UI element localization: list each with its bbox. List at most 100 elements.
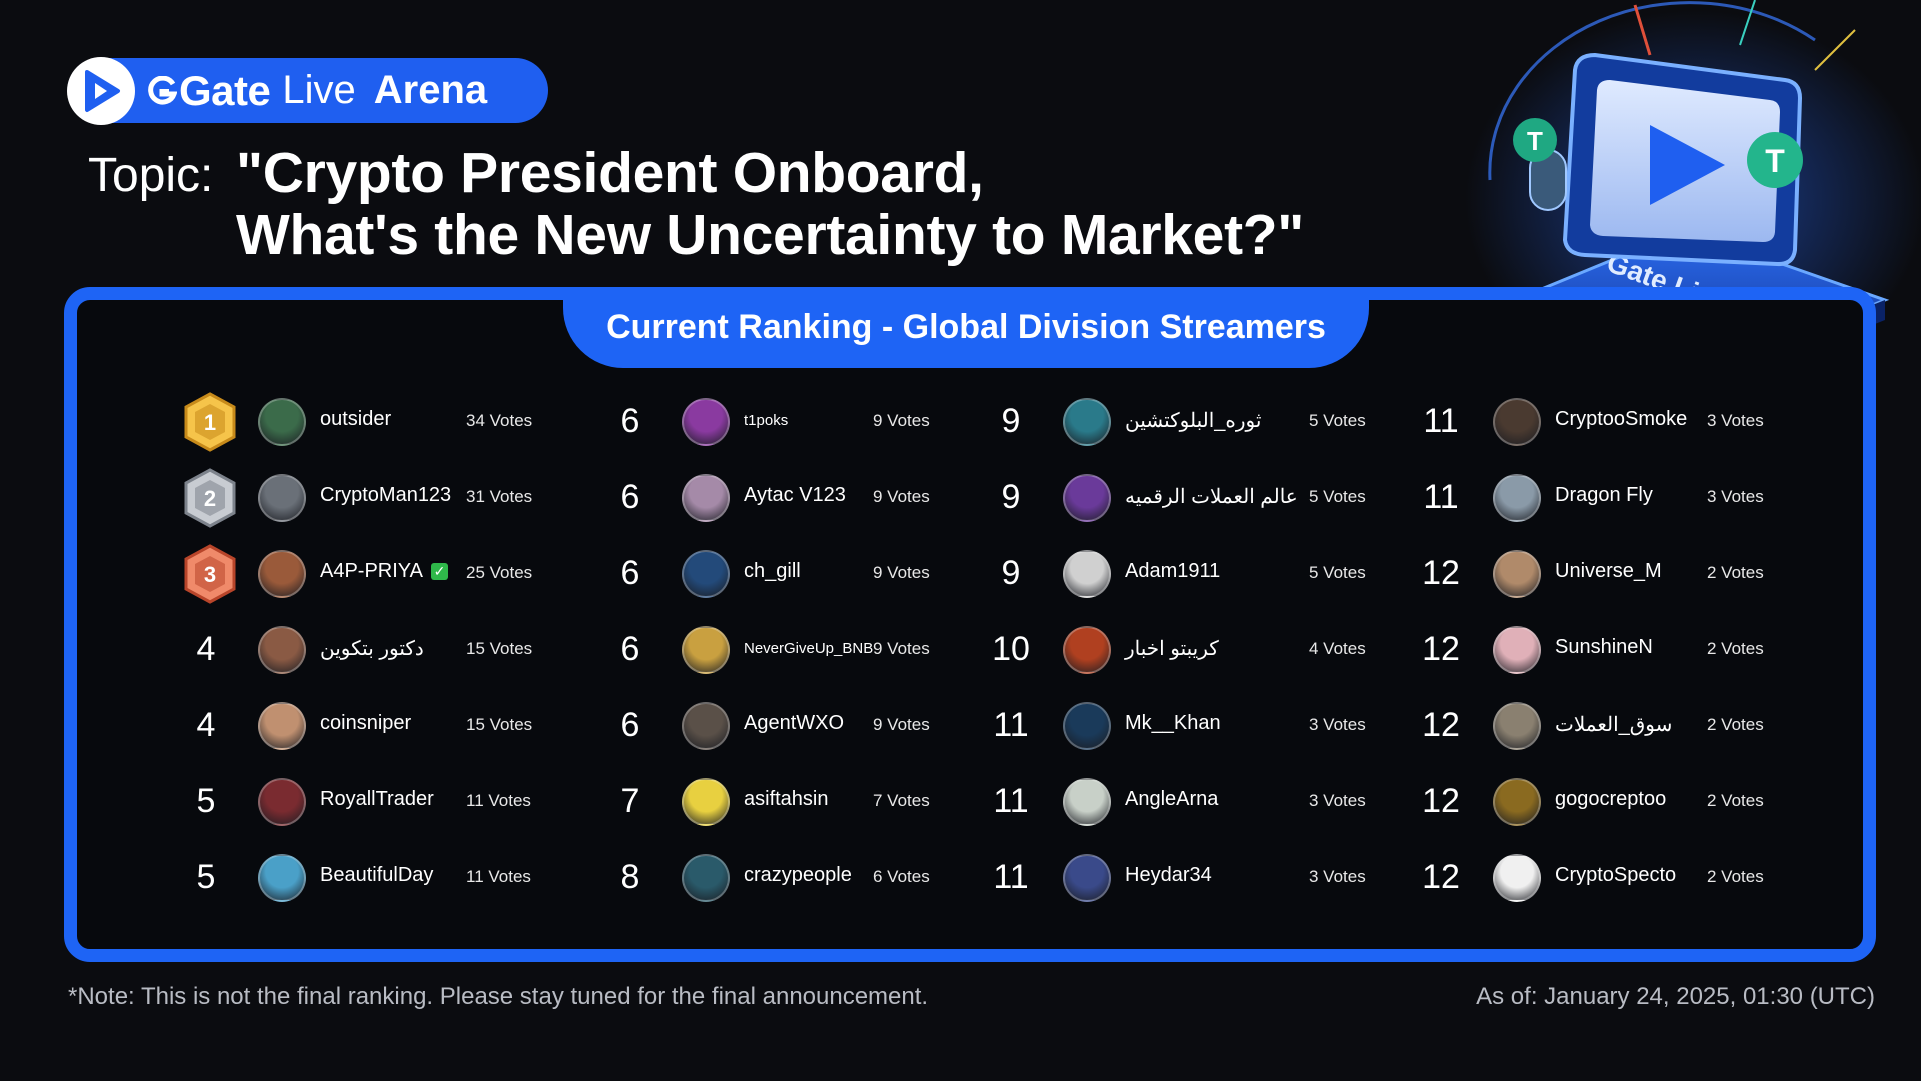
vote-count: 5 Votes — [1309, 411, 1366, 431]
avatar — [1493, 702, 1541, 750]
ranking-board — [64, 287, 1876, 962]
brand-arena: Arena — [374, 68, 487, 113]
streamer-name-text: CryptoMan123 — [320, 484, 451, 506]
rank-number: 6 — [600, 478, 660, 517]
vote-count: 3 Votes — [1707, 411, 1764, 431]
avatar — [1493, 854, 1541, 902]
vote-count: 4 Votes — [1309, 639, 1366, 659]
as-of-timestamp: As of: January 24, 2025, 01:30 (UTC) — [1476, 983, 1875, 1011]
rank-number: 5 — [176, 782, 236, 821]
streamer-name: RoyallTrader — [320, 788, 434, 811]
streamer-name-text: gogocreptoo — [1555, 788, 1666, 810]
avatar — [1493, 626, 1541, 674]
streamer-name-text: دكتور بتكوين — [320, 638, 424, 660]
streamer-name: ثوره_البلوكتشين — [1125, 408, 1261, 433]
brand-name: Gate — [179, 67, 270, 115]
streamer-name: A4P-PRIYA ✓ — [320, 560, 448, 583]
avatar — [1063, 474, 1111, 522]
streamer-name-text: t1poks — [744, 412, 788, 429]
rank-number: 4 — [176, 706, 236, 745]
streamer-name-text: RoyallTrader — [320, 788, 434, 810]
rank-number: 7 — [600, 782, 660, 821]
vote-count: 25 Votes — [466, 563, 532, 583]
streamer-name: عالم العملات الرقميه — [1125, 484, 1298, 509]
streamer-name-text: AngleArna — [1125, 788, 1218, 810]
vote-count: 5 Votes — [1309, 487, 1366, 507]
vote-count: 2 Votes — [1707, 791, 1764, 811]
avatar — [682, 474, 730, 522]
avatar — [1493, 398, 1541, 446]
avatar — [1493, 474, 1541, 522]
streamer-name-text: Adam1911 — [1125, 560, 1220, 582]
rank-number: 9 — [981, 478, 1041, 517]
vote-count: 2 Votes — [1707, 563, 1764, 583]
vote-count: 9 Votes — [873, 563, 930, 583]
streamer-name-text: asiftahsin — [744, 788, 829, 810]
rank-number: 5 — [176, 858, 236, 897]
avatar — [1063, 854, 1111, 902]
streamer-name-text: Heydar34 — [1125, 864, 1212, 886]
gate-logo-icon — [147, 76, 177, 106]
avatar — [682, 854, 730, 902]
rank-number: 8 — [600, 858, 660, 897]
streamer-name: Dragon Fly — [1555, 484, 1653, 507]
topic-title-line-2: What's the New Uncertainty to Market?" — [236, 202, 1304, 268]
streamer-name-text: ثوره_البلوكتشين — [1125, 410, 1261, 432]
vote-count: 11 Votes — [466, 867, 531, 887]
streamer-name-text: CryptooSmoke — [1555, 408, 1687, 430]
streamer-name: Aytac V123 — [744, 484, 846, 507]
rank-number: 10 — [981, 630, 1041, 669]
avatar — [1063, 550, 1111, 598]
vote-count: 7 Votes — [873, 791, 930, 811]
streamer-name-text: كريبتو اخبار — [1125, 638, 1219, 660]
streamer-name: SunshineN — [1555, 636, 1653, 659]
streamer-name-text: Mk__Khan — [1125, 712, 1221, 734]
avatar — [258, 626, 306, 674]
avatar — [682, 550, 730, 598]
svg-text:T: T — [1527, 126, 1543, 156]
avatar — [258, 854, 306, 902]
vote-count: 34 Votes — [466, 411, 532, 431]
streamer-name-text: NeverGiveUp_BNB — [744, 640, 873, 657]
streamer-name-text: سوق_العملات — [1555, 714, 1672, 736]
streamer-name: asiftahsin — [744, 788, 829, 811]
streamer-name: Adam1911 — [1125, 560, 1220, 583]
verified-check-icon: ✓ — [431, 563, 448, 580]
ranking-title: Current Ranking - Global Division Stream… — [563, 287, 1369, 368]
rank-number: 6 — [600, 630, 660, 669]
streamer-name: CryptooSmoke — [1555, 408, 1687, 431]
streamer-name: كريبتو اخبار — [1125, 636, 1219, 661]
streamer-name: t1poks — [744, 412, 788, 429]
streamer-name: AgentWXO — [744, 712, 844, 735]
rank-number: 11 — [1411, 402, 1471, 441]
avatar — [1063, 398, 1111, 446]
vote-count: 9 Votes — [873, 411, 930, 431]
topic-label: Topic: — [88, 148, 213, 203]
play-icon — [67, 57, 135, 125]
streamer-name: BeautifulDay — [320, 864, 433, 887]
streamer-name: gogocreptoo — [1555, 788, 1666, 811]
streamer-name-text: SunshineN — [1555, 636, 1653, 658]
brand-live: Live — [282, 68, 355, 113]
rank-number: 9 — [981, 402, 1041, 441]
rank-number: 6 — [600, 402, 660, 441]
avatar — [682, 398, 730, 446]
streamer-name-text: Universe_M — [1555, 560, 1662, 582]
rank-number: 4 — [176, 630, 236, 669]
vote-count: 9 Votes — [873, 487, 930, 507]
streamer-name-text: عالم العملات الرقميه — [1125, 486, 1298, 508]
streamer-name-text: BeautifulDay — [320, 864, 433, 886]
streamer-name: ch_gill — [744, 560, 801, 583]
streamer-name-text: coinsniper — [320, 712, 411, 734]
rank-number: 12 — [1411, 782, 1471, 821]
gate-live-arena-banner: Gate Live Arena — [68, 58, 548, 123]
streamer-name-text: A4P-PRIYA — [320, 560, 423, 582]
medal-icon: 3 — [182, 544, 238, 604]
vote-count: 9 Votes — [873, 639, 930, 659]
avatar — [258, 398, 306, 446]
vote-count: 3 Votes — [1707, 487, 1764, 507]
vote-count: 3 Votes — [1309, 791, 1366, 811]
streamer-name: دكتور بتكوين — [320, 636, 424, 661]
streamer-name: outsider — [320, 408, 391, 431]
rank-number: 6 — [600, 706, 660, 745]
